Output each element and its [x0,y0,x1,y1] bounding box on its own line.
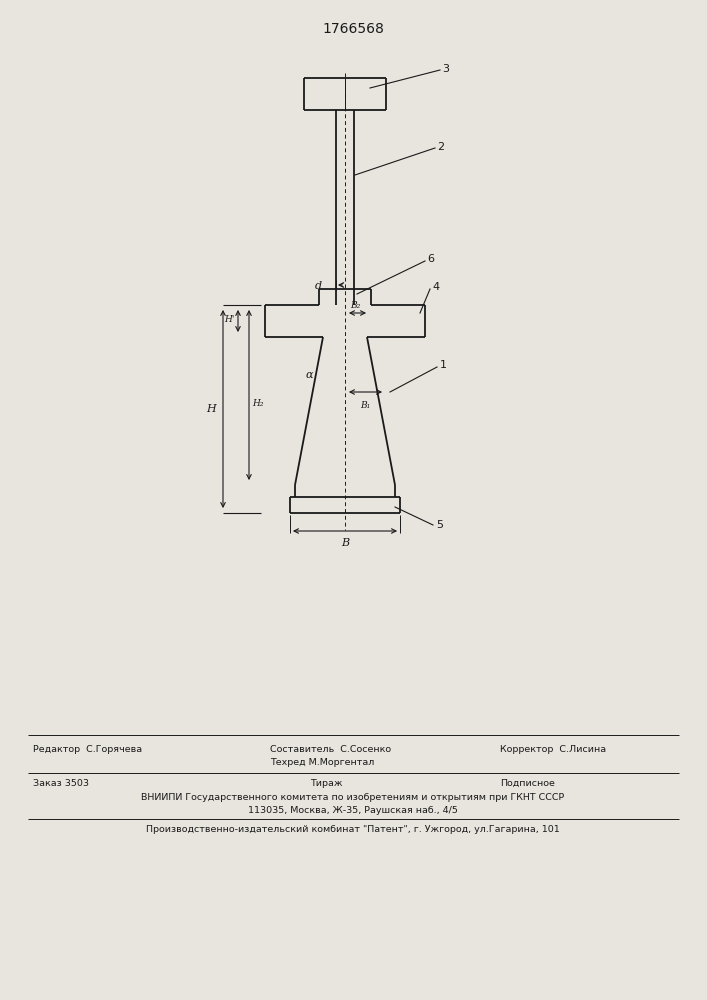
Text: B₂: B₂ [350,302,361,310]
Text: 113035, Москва, Ж-35, Раушская наб., 4/5: 113035, Москва, Ж-35, Раушская наб., 4/5 [248,806,458,815]
Text: α: α [305,370,312,380]
Text: d: d [315,281,322,291]
Text: 1: 1 [440,360,447,370]
Text: Редактор  С.Горячева: Редактор С.Горячева [33,745,142,754]
Text: 4: 4 [432,282,439,292]
Text: 5: 5 [436,520,443,530]
Text: 3: 3 [442,64,449,74]
Text: 6: 6 [427,254,434,264]
Text: B: B [341,538,349,548]
Text: ВНИИПИ Государственного комитета по изобретениям и открытиям при ГКНТ СССР: ВНИИПИ Государственного комитета по изоб… [141,793,565,802]
Text: Тираж: Тираж [310,779,342,788]
Text: Техред М.Моргентал: Техред М.Моргентал [270,758,375,767]
Text: Подписное: Подписное [500,779,555,788]
Text: H₂: H₂ [252,398,264,408]
Text: Производственно-издательский комбинат "Патент", г. Ужгород, ул.Гагарина, 101: Производственно-издательский комбинат "П… [146,825,560,834]
Text: Заказ 3503: Заказ 3503 [33,779,89,788]
Text: Составитель  С.Сосенко: Составитель С.Сосенко [270,745,391,754]
Text: H: H [206,404,216,414]
Text: H': H' [225,316,235,324]
Text: B₁: B₁ [360,401,370,410]
Text: 1766568: 1766568 [322,22,384,36]
Text: Корректор  С.Лисина: Корректор С.Лисина [500,745,606,754]
Text: 2: 2 [437,142,444,152]
